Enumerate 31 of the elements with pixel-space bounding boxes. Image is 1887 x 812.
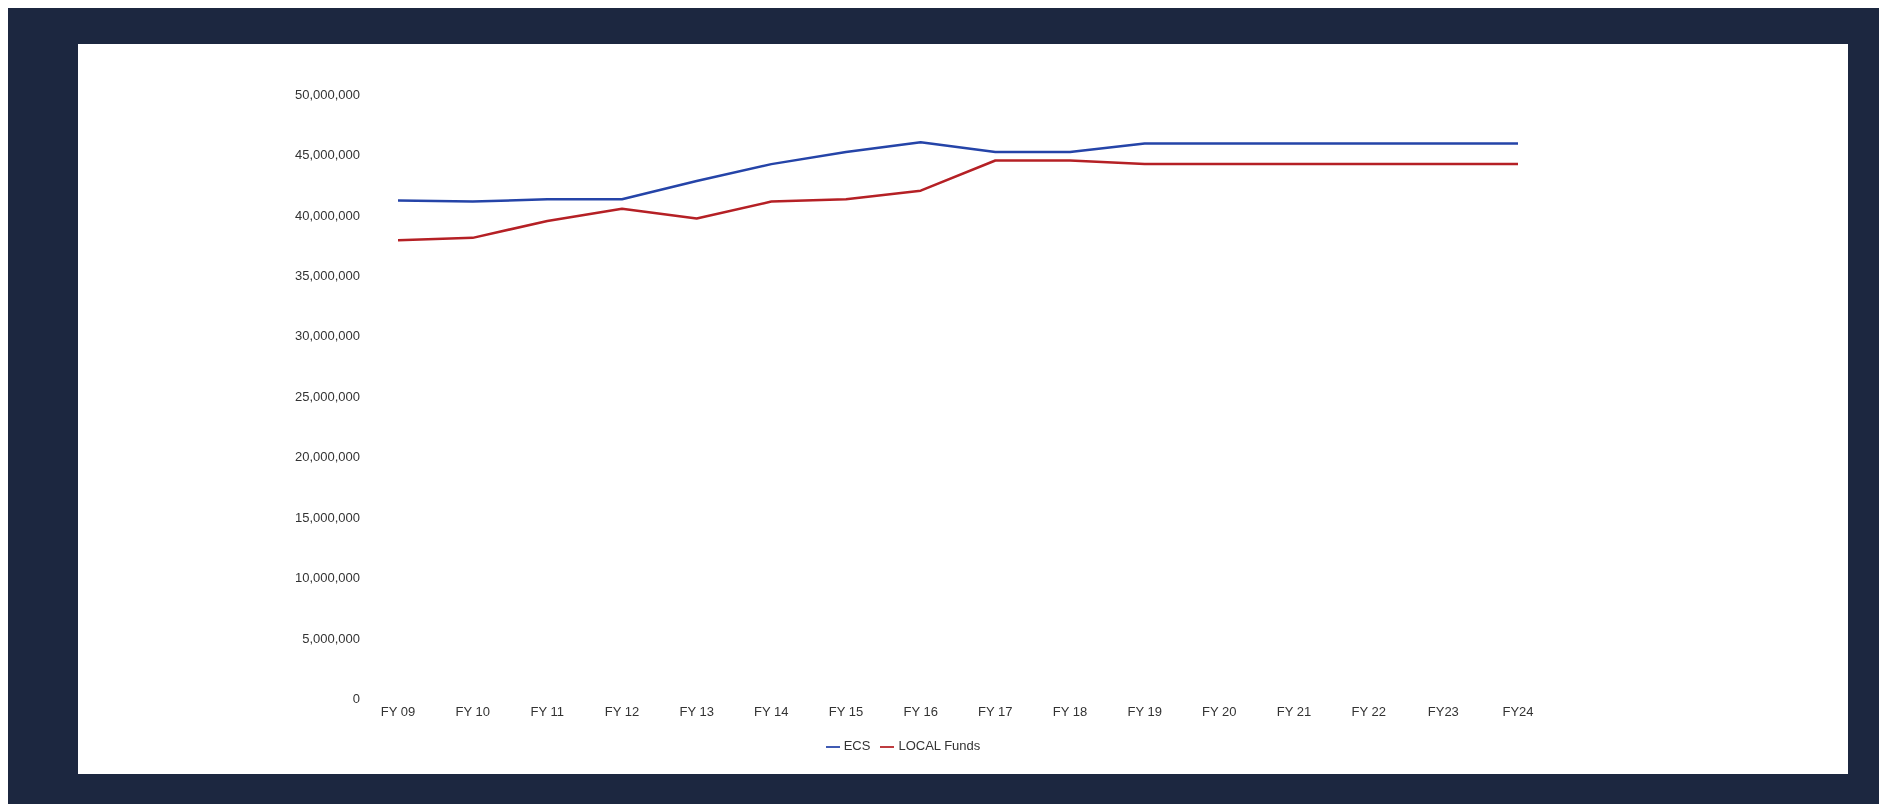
x-tick-label: FY 10 (455, 703, 490, 719)
y-tick-label: 5,000,000 (302, 630, 360, 646)
x-tick-label: FY 12 (604, 703, 640, 719)
x-tick-label: FY 14 (754, 703, 789, 719)
x-tick-label: FY 11 (530, 703, 565, 719)
y-tick-label: 25,000,000 (294, 388, 360, 404)
y-tick-label: 15,000,000 (294, 509, 360, 525)
y-tick-label: 30,000,000 (294, 328, 360, 344)
x-tick-label: FY 18 (1052, 703, 1088, 719)
y-tick-label: 45,000,000 (294, 147, 360, 163)
y-tick-label: 40,000,000 (294, 207, 360, 223)
x-tick-label: FY 19 (1127, 703, 1162, 719)
x-tick-label: FY 13 (679, 703, 714, 719)
x-tick-label: FY 20 (1202, 703, 1237, 719)
legend-label: LOCAL Funds (898, 738, 981, 754)
legend-label: ECS (843, 738, 871, 754)
line-series (396, 141, 1520, 203)
x-tick-label: FY 15 (828, 703, 864, 719)
y-tick-label: 50,000,000 (294, 86, 360, 102)
y-tick-label: 35,000,000 (294, 267, 360, 283)
line-series (396, 159, 1520, 242)
x-tick-label: FY 09 (380, 703, 416, 719)
x-tick-label: FY 22 (1351, 703, 1386, 719)
x-tick-label: FY 16 (903, 703, 938, 719)
y-tick-label: 10,000,000 (294, 570, 360, 586)
x-tick-label: FY 21 (1276, 703, 1312, 719)
y-tick-label: 0 (352, 691, 360, 707)
x-tick-label: FY23 (1427, 703, 1459, 719)
y-tick-label: 20,000,000 (294, 449, 360, 465)
x-tick-label: FY24 (1502, 703, 1534, 719)
x-tick-label: FY 17 (978, 703, 1013, 719)
